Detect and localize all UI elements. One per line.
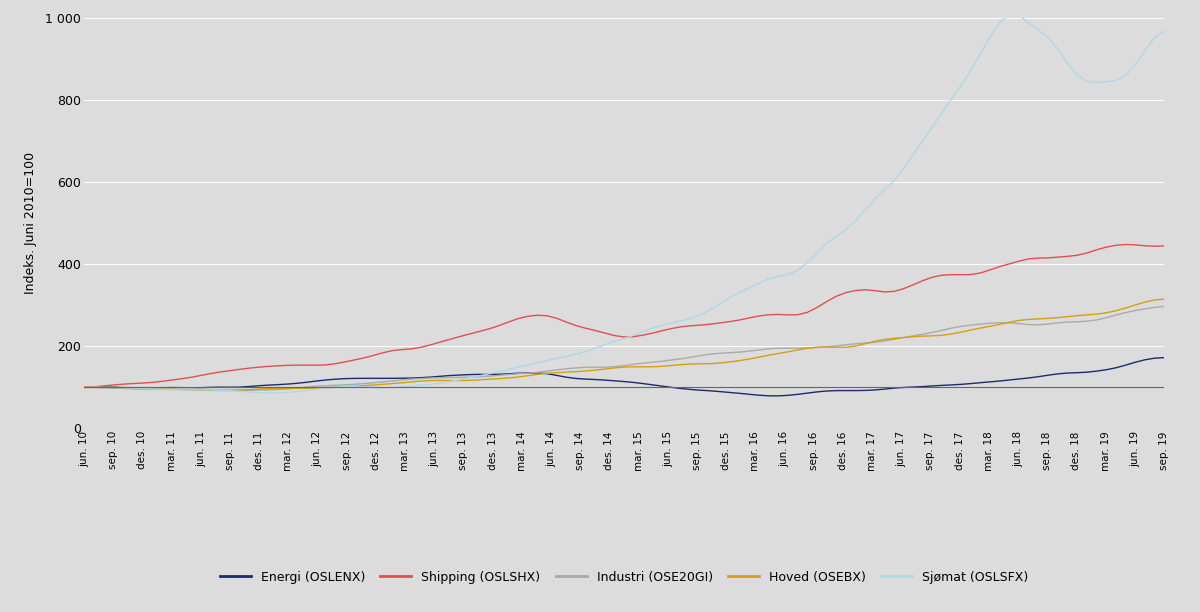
Industri (OSE20GI) [896,334,911,341]
Energi (OSLENX) [772,392,786,400]
Hoved (OSEBX) [115,384,130,391]
Sjømat (OSLSFX) [983,32,997,40]
Hoved (OSEBX) [433,377,448,384]
Industri (OSE20GI) [433,374,448,381]
Line: Shipping (OSLSHX): Shipping (OSLSHX) [84,245,1164,387]
Shipping (OSLSHX) [115,381,130,388]
Shipping (OSLSHX) [1157,242,1171,250]
Energi (OSLENX) [424,373,438,381]
Shipping (OSLSHX) [973,269,988,277]
Energi (OSLENX) [77,384,91,391]
Industri (OSE20GI) [115,385,130,392]
Hoved (OSEBX) [222,386,236,394]
Hoved (OSEBX) [1090,310,1104,318]
Energi (OSLENX) [115,384,130,391]
Y-axis label: Indeks. Juni 2010=100: Indeks. Juni 2010=100 [24,152,37,294]
Hoved (OSEBX) [77,384,91,391]
Energi (OSLENX) [106,383,120,390]
Shipping (OSLSHX) [887,288,901,295]
Hoved (OSEBX) [106,384,120,391]
Sjømat (OSLSFX) [115,384,130,391]
Industri (OSE20GI) [212,387,227,394]
Hoved (OSEBX) [896,334,911,341]
Sjømat (OSLSFX) [1157,28,1171,35]
Energi (OSLENX) [1157,354,1171,361]
Shipping (OSLSHX) [1080,249,1094,256]
Hoved (OSEBX) [983,323,997,330]
Hoved (OSEBX) [1157,296,1171,303]
Sjømat (OSLSFX) [896,165,911,172]
Energi (OSLENX) [983,378,997,386]
Sjømat (OSLSFX) [1002,11,1016,18]
Sjømat (OSLSFX) [77,384,91,391]
Sjømat (OSLSFX) [1099,78,1114,85]
Line: Sjømat (OSLSFX): Sjømat (OSLSFX) [84,15,1164,393]
Sjømat (OSLSFX) [106,384,120,391]
Shipping (OSLSHX) [106,381,120,389]
Line: Energi (OSLENX): Energi (OSLENX) [84,357,1164,396]
Shipping (OSLSHX) [424,341,438,348]
Legend: Energi (OSLENX), Shipping (OSLSHX), Industri (OSE20GI), Hoved (OSEBX), Sjømat (O: Energi (OSLENX), Shipping (OSLSHX), Indu… [215,566,1033,589]
Shipping (OSLSHX) [1118,241,1133,248]
Sjømat (OSLSFX) [270,389,284,397]
Energi (OSLENX) [1090,367,1104,375]
Line: Hoved (OSEBX): Hoved (OSEBX) [84,299,1164,390]
Industri (OSE20GI) [983,319,997,327]
Shipping (OSLSHX) [77,384,91,391]
Energi (OSLENX) [896,384,911,391]
Industri (OSE20GI) [77,384,91,391]
Industri (OSE20GI) [106,384,120,392]
Industri (OSE20GI) [1157,303,1171,310]
Line: Industri (OSE20GI): Industri (OSE20GI) [84,307,1164,390]
Industri (OSE20GI) [1090,316,1104,324]
Sjømat (OSLSFX) [433,379,448,387]
